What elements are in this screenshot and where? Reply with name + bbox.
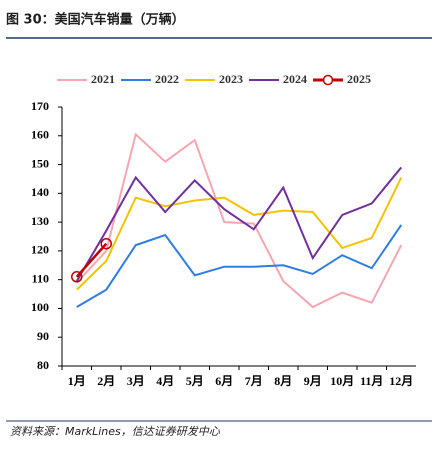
y-tick-label: 170 <box>31 99 49 113</box>
x-tick-label: 8月 <box>274 374 292 388</box>
legend-label: 2023 <box>219 72 243 86</box>
y-tick-label: 120 <box>31 243 49 257</box>
y-tick-label: 80 <box>37 358 49 372</box>
x-tick-label: 4月 <box>156 374 174 388</box>
series-line <box>76 224 403 308</box>
y-tick-label: 110 <box>32 271 49 285</box>
series-line <box>76 177 403 291</box>
y-tick-label: 100 <box>31 300 49 314</box>
series-line <box>76 132 403 309</box>
source-note: 资料来源：MarkLines，信达证券研发中心 <box>10 425 221 438</box>
x-tick-label: 1月 <box>68 374 86 388</box>
legend-label: 2025 <box>347 72 371 86</box>
y-tick-label: 150 <box>31 156 49 170</box>
point-marker <box>100 237 112 250</box>
legend-label: 2022 <box>155 72 179 86</box>
x-tick-label: 12月 <box>389 374 413 388</box>
x-tick-label: 7月 <box>245 374 263 388</box>
x-tick-label: 9月 <box>304 374 322 388</box>
legend-label: 2024 <box>283 72 307 86</box>
y-tick-label: 90 <box>37 329 49 343</box>
y-tick-label: 130 <box>31 214 49 228</box>
x-tick-label: 10月 <box>330 374 354 388</box>
legend-marker <box>322 74 334 86</box>
figure-title: 图 30：美国汽车销量（万辆） <box>6 12 185 28</box>
y-tick-label: 140 <box>31 185 49 199</box>
series-line <box>75 166 403 282</box>
series-line <box>75 242 108 278</box>
x-tick-label: 5月 <box>186 374 204 388</box>
x-tick-label: 11月 <box>360 374 383 388</box>
x-tick-label: 6月 <box>215 374 233 388</box>
point-marker <box>71 271 83 283</box>
legend-label: 2021 <box>91 72 115 86</box>
y-tick-label: 160 <box>31 128 49 142</box>
x-tick-label: 2月 <box>97 374 115 388</box>
x-tick-label: 3月 <box>127 374 145 388</box>
